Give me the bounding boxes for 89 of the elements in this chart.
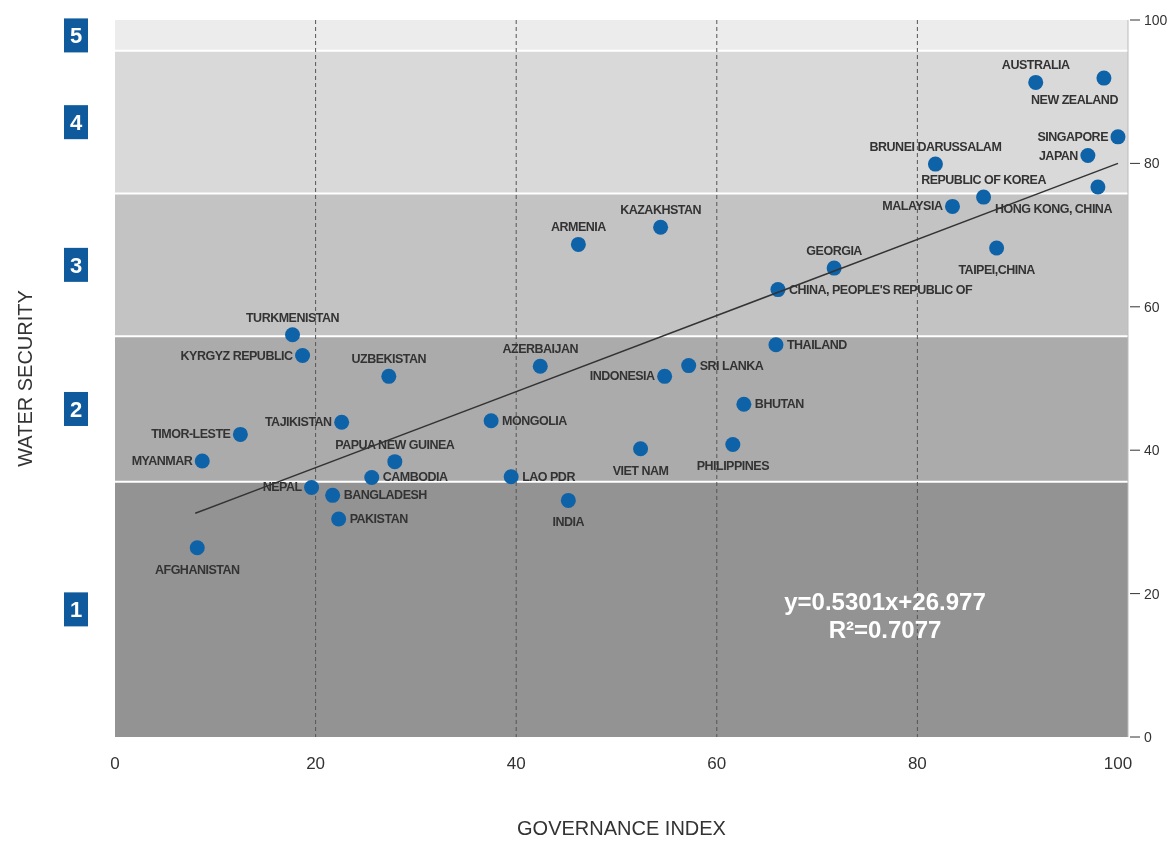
point bbox=[989, 240, 1005, 256]
annotation: MYANMAR bbox=[131, 453, 193, 468]
y-axis-title: WATER SECURITY bbox=[14, 290, 36, 467]
annotation: PAKISTAN bbox=[349, 512, 409, 527]
point bbox=[633, 441, 649, 457]
y-tick-label: 20 bbox=[1144, 585, 1160, 602]
annotation: INDONESIA bbox=[589, 369, 656, 384]
annotation: MALAYSIA bbox=[882, 199, 943, 214]
point bbox=[570, 236, 586, 252]
point bbox=[1096, 70, 1112, 86]
x-tick-label: 100 bbox=[1103, 754, 1133, 773]
annotation: y=0.5301x+26.977 bbox=[784, 588, 986, 615]
point bbox=[285, 327, 301, 343]
point bbox=[725, 436, 741, 452]
band-label: 1 bbox=[69, 597, 83, 623]
annotation: INDIA bbox=[552, 515, 585, 530]
annotation: SINGAPORE bbox=[1037, 129, 1109, 144]
x-tick-label: 20 bbox=[306, 754, 326, 773]
x-axis-title: GOVERNANCE INDEX bbox=[517, 817, 726, 839]
annotation: AFGHANISTAN bbox=[154, 562, 240, 577]
point bbox=[1090, 179, 1106, 195]
point bbox=[387, 454, 403, 470]
point bbox=[503, 469, 519, 485]
y-tick-label: 60 bbox=[1144, 298, 1160, 315]
x-tick-label: 0 bbox=[110, 754, 120, 773]
band-label: 3 bbox=[69, 252, 83, 278]
annotation: CHINA, PEOPLE'S REPUBLIC OF bbox=[788, 282, 974, 297]
x-tick-label: 60 bbox=[707, 754, 727, 773]
point bbox=[657, 368, 673, 384]
annotation: THAILAND bbox=[786, 337, 848, 352]
point bbox=[944, 198, 960, 214]
y-tick-label: 40 bbox=[1144, 442, 1160, 459]
point bbox=[334, 414, 350, 430]
annotation: CAMBODIA bbox=[382, 470, 448, 485]
point bbox=[325, 487, 341, 503]
point bbox=[331, 511, 347, 527]
annotation: PAPUA NEW GUINEA bbox=[335, 437, 455, 452]
y-tick-label: 0 bbox=[1144, 729, 1152, 745]
point bbox=[1110, 129, 1126, 145]
annotation: ARMENIA bbox=[550, 220, 607, 235]
point bbox=[232, 426, 248, 442]
annotation: TIMOR-LESTE bbox=[151, 427, 231, 442]
point bbox=[560, 492, 576, 508]
point bbox=[483, 413, 499, 429]
point bbox=[1080, 148, 1096, 164]
annotation: SRI LANKA bbox=[699, 358, 764, 373]
point bbox=[976, 189, 992, 205]
point bbox=[532, 358, 548, 374]
point bbox=[768, 337, 784, 353]
annotation: REPUBLIC OF KOREA bbox=[921, 173, 1047, 188]
point bbox=[381, 368, 397, 384]
annotation: TAJIKISTAN bbox=[264, 415, 333, 430]
annotation: TAIPEI,CHINA bbox=[958, 263, 1036, 278]
point bbox=[364, 469, 380, 485]
annotation: PHILIPPINES bbox=[696, 459, 770, 474]
annotation: AZERBAIJAN bbox=[502, 342, 579, 357]
x-tick-label: 40 bbox=[506, 754, 526, 773]
x-tick-label: 80 bbox=[907, 754, 927, 773]
annotation: R²=0.7077 bbox=[828, 616, 942, 643]
point bbox=[1028, 74, 1044, 90]
point bbox=[295, 348, 311, 364]
annotation: BHUTAN bbox=[754, 397, 805, 412]
y-tick-label: 100 bbox=[1144, 12, 1168, 28]
annotation: GEORGIA bbox=[806, 244, 863, 259]
y-tick-label: 80 bbox=[1144, 155, 1160, 172]
annotation: LAO PDR bbox=[522, 469, 576, 484]
annotation: JAPAN bbox=[1038, 148, 1079, 163]
point bbox=[653, 219, 669, 235]
band-label: 2 bbox=[69, 396, 83, 422]
annotation: KYRGYZ REPUBLIC bbox=[180, 348, 294, 363]
annotation: MONGOLIA bbox=[502, 413, 568, 428]
annotation: NEW ZEALAND bbox=[1031, 93, 1119, 108]
annotation: BANGLADESH bbox=[343, 488, 428, 503]
band-label: 5 bbox=[69, 23, 83, 49]
point bbox=[736, 396, 752, 412]
annotation: VIET NAM bbox=[612, 463, 669, 478]
annotation: AUSTRALIA bbox=[1001, 58, 1071, 73]
point bbox=[194, 453, 210, 469]
annotation: KAZAKHSTAN bbox=[620, 203, 702, 218]
point bbox=[304, 479, 320, 495]
annotation: TURKMENISTAN bbox=[245, 310, 340, 325]
band-label: 4 bbox=[69, 110, 83, 136]
annotation: BRUNEI DARUSSALAM bbox=[869, 140, 1002, 155]
point bbox=[189, 540, 205, 556]
annotation: UZBEKISTAN bbox=[351, 352, 427, 367]
annotation: NEPAL bbox=[262, 480, 303, 495]
point bbox=[681, 358, 697, 374]
annotation: HONG KONG, CHINA bbox=[994, 202, 1113, 217]
point bbox=[927, 156, 943, 172]
